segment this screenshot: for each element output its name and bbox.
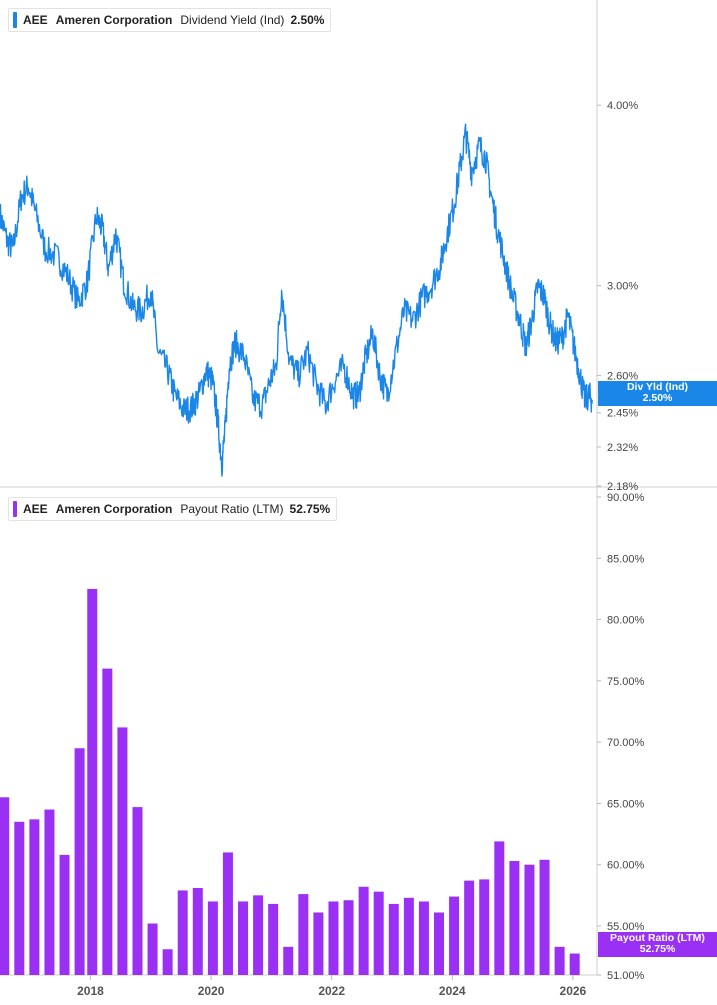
payout-bar <box>147 923 158 975</box>
y-tick-label: 85.00% <box>607 553 645 565</box>
y-tick-label: 2.45% <box>607 408 638 420</box>
flag-value: 52.75% <box>639 943 676 955</box>
payout-bar <box>117 727 128 975</box>
metric-value: 52.75% <box>289 502 331 516</box>
ticker-label: AEE <box>23 13 48 27</box>
payout-bar <box>102 668 113 975</box>
series-color-marker <box>13 501 17 517</box>
flag-label: Payout Ratio (LTM) <box>610 932 705 944</box>
payout-bar <box>44 809 55 975</box>
flag-label: Div Yld (Ind) <box>626 381 689 393</box>
payout-bar <box>403 897 414 975</box>
y-tick-label: 75.00% <box>607 676 645 688</box>
dividend-yield-line <box>0 123 593 477</box>
y-tick-label: 2.18% <box>607 481 638 493</box>
metric-name: Dividend Yield (Ind) <box>180 13 285 27</box>
payout-bar <box>373 891 384 975</box>
payout-bar <box>29 819 40 975</box>
y-tick-label: 51.00% <box>607 970 645 982</box>
payout-bar <box>388 903 399 975</box>
last-value-flag-div-yld: Div Yld (Ind) 2.50% <box>598 381 717 406</box>
y-tick-label: 2.60% <box>607 370 638 382</box>
payout-bar <box>464 880 475 975</box>
y-tick-label: 65.00% <box>607 798 645 810</box>
payout-bar <box>524 864 535 975</box>
flag-value: 2.50% <box>642 392 673 404</box>
y-tick-label: 80.00% <box>607 615 645 627</box>
payout-bar <box>192 887 203 975</box>
payout-bar <box>177 890 188 975</box>
y-tick-label: 90.00% <box>607 492 645 504</box>
metric-value: 2.50% <box>290 13 325 27</box>
y-tick-label: 70.00% <box>607 737 645 749</box>
payout-bar <box>298 894 309 975</box>
payout-bar <box>283 946 294 975</box>
payout-bar <box>132 807 143 975</box>
x-tick-label: 2026 <box>560 984 587 998</box>
x-tick-label: 2024 <box>439 984 466 998</box>
x-tick-label: 2022 <box>318 984 345 998</box>
payout-bar <box>74 748 85 975</box>
payout-bar <box>87 588 98 975</box>
payout-bar <box>313 912 324 975</box>
y-tick-label: 55.00% <box>607 921 645 933</box>
x-tick-label: 2020 <box>198 984 225 998</box>
payout-bar <box>494 841 505 975</box>
y-tick-label: 2.32% <box>607 442 638 454</box>
payout-bar <box>59 854 70 975</box>
payout-bar <box>509 861 520 975</box>
payout-bar <box>418 901 429 975</box>
payout-bar <box>238 901 249 975</box>
payout-bar <box>358 886 369 975</box>
payout-bar <box>222 852 233 975</box>
metric-name: Payout Ratio (LTM) <box>180 502 284 516</box>
payout-bar <box>268 903 279 975</box>
ticker-label: AEE <box>23 502 48 516</box>
bottom-panel-legend: AEE Ameren Corporation Payout Ratio (LTM… <box>8 497 338 521</box>
payout-bar <box>539 859 550 975</box>
payout-bar <box>207 901 218 975</box>
top-panel-legend: AEE Ameren Corporation Dividend Yield (I… <box>8 8 332 32</box>
x-tick-label: 2018 <box>77 984 104 998</box>
y-tick-label: 3.00% <box>607 281 638 293</box>
company-name: Ameren Corporation <box>55 13 173 27</box>
payout-bar <box>554 946 565 975</box>
payout-bar <box>434 912 445 975</box>
payout-bar <box>0 797 10 975</box>
y-tick-label: 4.00% <box>607 100 638 112</box>
last-value-flag-payout: Payout Ratio (LTM) 52.75% <box>598 932 717 957</box>
payout-bar <box>328 901 339 975</box>
company-name: Ameren Corporation <box>55 502 173 516</box>
payout-bar <box>449 896 460 975</box>
series-color-marker <box>13 12 17 28</box>
y-tick-label: 60.00% <box>607 860 645 872</box>
payout-bar <box>162 949 173 975</box>
payout-bar <box>479 879 490 975</box>
payout-bar <box>343 900 354 975</box>
payout-bar <box>14 821 25 975</box>
payout-bar <box>253 895 264 975</box>
payout-bar <box>569 953 580 975</box>
